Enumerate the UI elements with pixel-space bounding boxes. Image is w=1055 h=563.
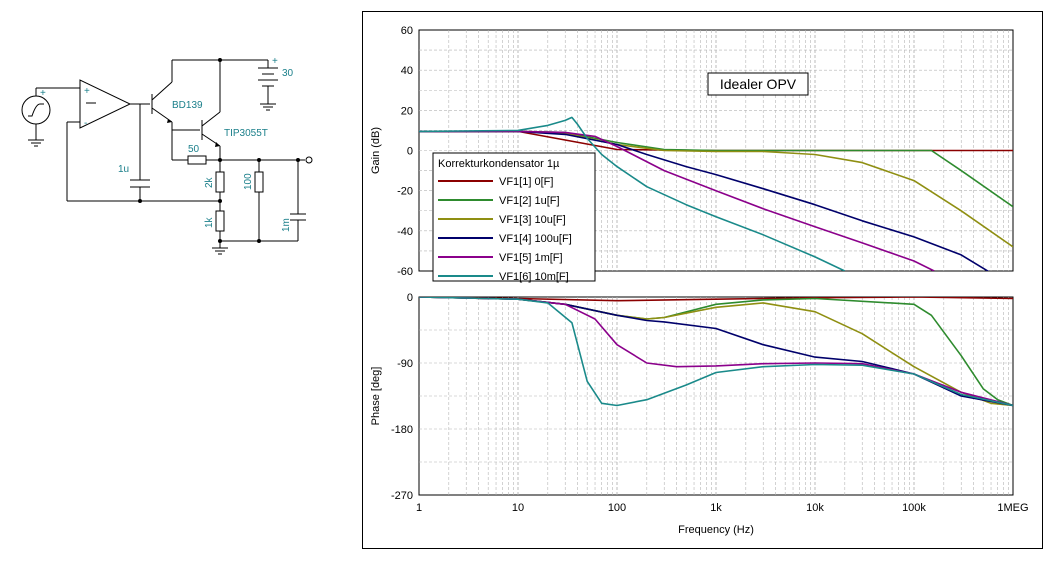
legend-title: Korrekturkondensator 1µ [438, 158, 560, 170]
series-line-6 [419, 297, 1013, 407]
x-tick-label: 1MEG [997, 502, 1028, 514]
x-tick-label: 10k [806, 502, 824, 514]
x-tick-label: 1k [710, 502, 722, 514]
series-line-3 [419, 130, 1013, 248]
battery-plus-sign: + [272, 56, 278, 67]
annotation-text: Idealer OPV [720, 76, 797, 92]
c-load-label: 1m [281, 218, 292, 232]
battery-label: 30 [282, 68, 294, 79]
circuit-schematic: + + - + 30 BD139 TIP3055T 1u 50 2k 1k 10… [21, 56, 313, 255]
source-plus-sign: + [40, 88, 46, 99]
y-tick-label: 0 [407, 146, 413, 158]
x-tick-label: 100 [608, 502, 626, 514]
y-tick-label: -60 [397, 266, 413, 278]
y-tick-label: 40 [401, 65, 413, 77]
legend-label-4: VF1[4] 100u[F] [499, 233, 572, 245]
r1k-label: 1k [204, 216, 215, 228]
legend-label-2: VF1[2] 1u[F] [499, 195, 560, 207]
x-tick-label: 10 [512, 502, 524, 514]
series-line-5 [419, 130, 935, 271]
x-tick-label: 1 [416, 502, 422, 514]
q1-label: BD139 [172, 100, 203, 111]
opamp-plus-input-sign: + [84, 86, 90, 97]
legend-box [432, 152, 596, 282]
c-comp-label: 1u [118, 164, 129, 175]
x-axis-label: Frequency (Hz) [678, 524, 754, 536]
y-tick-label: -270 [391, 490, 413, 502]
y-tick-label: -40 [397, 226, 413, 238]
bode-plot-frame: -60 -40 -20 0 20 40 60 Gain (dB) Idealer OPV Korr… [362, 11, 1043, 549]
signal-source-symbol [21, 95, 51, 125]
y-tick-label: -20 [397, 186, 413, 198]
y-tick-label: 20 [401, 105, 413, 117]
r50-label: 50 [188, 144, 200, 155]
bode-plots: -60 -40 -20 0 20 40 60 Gain (dB) Idealer OPV Korr… [370, 25, 1029, 536]
legend-label-3: VF1[3] 10u[F] [499, 214, 566, 226]
r100-label: 100 [243, 173, 254, 190]
opamp-symbol [79, 79, 132, 129]
opamp-minus-input-sign: - [84, 118, 87, 129]
x-tick-label: 100k [902, 502, 926, 514]
annotation-box [707, 72, 809, 96]
legend-label-6: VF1[6] 10m[F] [499, 271, 569, 283]
y-tick-label: 0 [407, 292, 413, 304]
y-tick-label: -180 [391, 424, 413, 436]
y-axis-label: Gain (dB) [370, 127, 382, 174]
legend-label-5: VF1[5] 1m[F] [499, 252, 563, 264]
y-tick-label: -90 [397, 358, 413, 370]
y-axis-label: Phase [deg] [370, 367, 382, 426]
r2k-label: 2k [204, 176, 215, 188]
q2-label: TIP3055T [224, 128, 268, 139]
legend-label-1: VF1[1] 0[F] [499, 176, 553, 188]
series-line-4 [419, 130, 990, 271]
series-line-6 [419, 116, 846, 271]
y-tick-label: 60 [401, 25, 413, 37]
